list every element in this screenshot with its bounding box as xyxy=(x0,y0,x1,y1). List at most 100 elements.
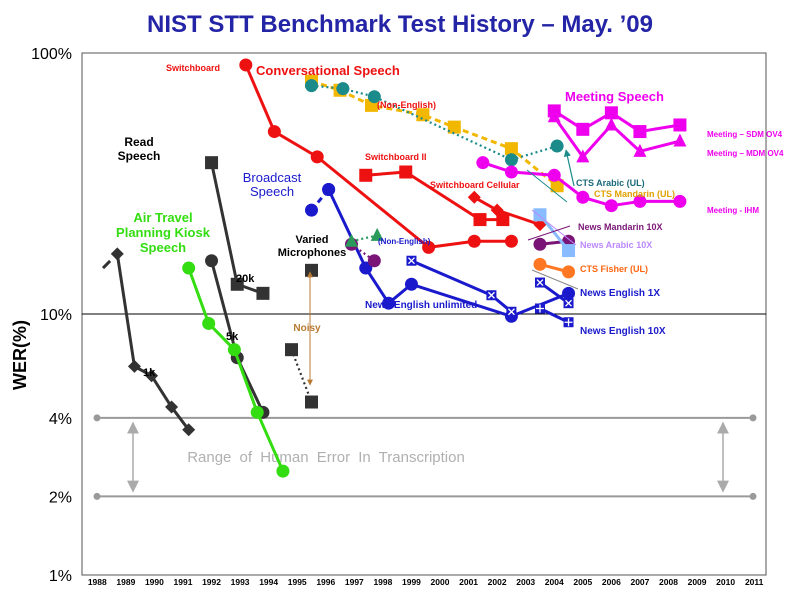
data-point xyxy=(382,296,396,310)
data-point xyxy=(473,213,487,227)
series-varied-microphones xyxy=(305,263,318,277)
data-point xyxy=(305,203,318,217)
series-broadcast-speech-early xyxy=(305,182,336,217)
data-point xyxy=(359,261,373,275)
x-tick-label: 2001 xyxy=(459,577,478,587)
data-point-glyph xyxy=(536,279,544,286)
y-tick-label: 100% xyxy=(31,46,72,63)
data-point xyxy=(476,156,490,170)
series-line xyxy=(327,188,570,318)
series-cts-arabic-ul xyxy=(344,227,384,247)
x-tick-label: 2004 xyxy=(545,577,564,587)
data-point xyxy=(367,254,381,268)
x-tick-label: 2007 xyxy=(630,577,649,587)
annotation-label: News Arabic 10X xyxy=(580,240,652,250)
y-axis-label: WER(%) xyxy=(10,320,30,390)
label-connectors xyxy=(307,149,579,386)
data-point xyxy=(367,90,381,104)
annotation-label: Speech xyxy=(250,184,294,199)
data-point xyxy=(305,79,318,93)
series-meeting-ihm xyxy=(476,156,687,213)
data-point xyxy=(322,182,336,196)
series-news-english-10x xyxy=(534,303,574,328)
annotation-label: (Non-English) xyxy=(377,100,436,110)
annotation-label: Microphones xyxy=(278,247,346,259)
data-point xyxy=(550,179,564,193)
annotation-label: Meeting – SDM OV4 xyxy=(707,130,783,139)
series-read-speech-1k xyxy=(110,247,196,437)
data-point xyxy=(182,261,196,275)
annotation-label: News English 10X xyxy=(580,326,666,337)
series-line xyxy=(365,170,503,222)
annotation-label: Switchboard Cellular xyxy=(430,180,520,190)
data-point xyxy=(310,150,324,164)
data-point xyxy=(344,233,358,247)
series-news-english-unlimited xyxy=(406,255,517,317)
data-point xyxy=(227,343,241,357)
data-point xyxy=(504,234,518,248)
x-tick-label: 1999 xyxy=(402,577,421,587)
data-point xyxy=(504,153,518,167)
series-read-speech-20k xyxy=(205,156,270,300)
human-error-bound-dot xyxy=(93,492,101,500)
data-point xyxy=(633,125,647,139)
series-switchboard-cellular xyxy=(467,190,547,232)
data-point xyxy=(604,106,618,120)
human-error-range-label: Range of Human Error In Transcription xyxy=(187,449,465,466)
data-point xyxy=(285,343,299,357)
x-tick-label: 1988 xyxy=(88,577,107,587)
data-point xyxy=(550,139,564,153)
x-tick-label: 2000 xyxy=(431,577,450,587)
data-point xyxy=(673,118,687,132)
data-point xyxy=(604,117,618,131)
x-tick-label: 2003 xyxy=(516,577,535,587)
x-tick-label: 1998 xyxy=(373,577,392,587)
data-point xyxy=(496,213,510,227)
cts-arabic-leader xyxy=(563,149,575,187)
data-point xyxy=(230,277,244,291)
x-tick-label: 2005 xyxy=(573,577,592,587)
series-line xyxy=(115,253,190,431)
annotation-label: Conversational Speech xyxy=(256,63,400,78)
x-tick-label: 1991 xyxy=(174,577,193,587)
annotation-label: Meeting Speech xyxy=(565,89,664,104)
annotation-label: Air Travel xyxy=(133,210,192,225)
series-meeting-mdm-ov4 xyxy=(547,109,687,163)
annotation-label: CTS Mandarin (UL) xyxy=(594,189,675,199)
annotation-label: Read xyxy=(124,135,153,149)
data-point xyxy=(256,286,270,300)
data-point xyxy=(205,254,219,268)
data-point xyxy=(576,149,590,163)
x-ticks: 1988 1989 1990 1991 1992 1993 1994 1995 1996 1997… xyxy=(88,577,764,587)
news-arabic-leader xyxy=(531,209,577,246)
y-tick-label: 1% xyxy=(49,568,72,585)
data-point xyxy=(547,168,561,182)
data-point-glyph xyxy=(507,308,515,316)
series-conversational-speech-non-english-ii xyxy=(305,79,564,167)
data-point-glyph xyxy=(408,257,415,265)
annotation-label: News Mandarin 10X xyxy=(578,222,663,232)
y-tick-label: 4% xyxy=(49,411,72,428)
annotation-label: 5k xyxy=(226,331,239,343)
data-point xyxy=(359,168,373,182)
data-point xyxy=(562,244,576,258)
series-noisy xyxy=(285,343,318,409)
data-point xyxy=(370,227,384,241)
data-point xyxy=(267,125,281,139)
data-point xyxy=(504,142,518,156)
human-error-bound-dot xyxy=(749,414,757,422)
data-point xyxy=(533,257,547,271)
news-mandarin-leader xyxy=(527,225,571,241)
annotation-label: CTS Arabic (UL) xyxy=(576,178,645,188)
annotation-label: CTS Fisher (UL) xyxy=(580,264,648,274)
annotation-label: Speech xyxy=(118,149,161,163)
data-point xyxy=(673,133,687,147)
data-point xyxy=(467,234,481,248)
series-line xyxy=(290,349,313,403)
x-tick-label: 2006 xyxy=(602,577,621,587)
data-point xyxy=(533,218,547,232)
x-tick-label: 2002 xyxy=(488,577,507,587)
data-point xyxy=(205,156,219,170)
data-point xyxy=(276,464,290,478)
data-point xyxy=(239,58,253,72)
